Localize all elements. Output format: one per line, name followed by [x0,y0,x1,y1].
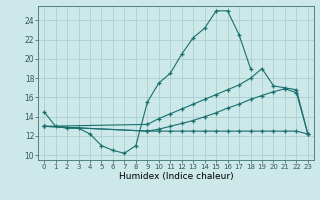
X-axis label: Humidex (Indice chaleur): Humidex (Indice chaleur) [119,172,233,181]
